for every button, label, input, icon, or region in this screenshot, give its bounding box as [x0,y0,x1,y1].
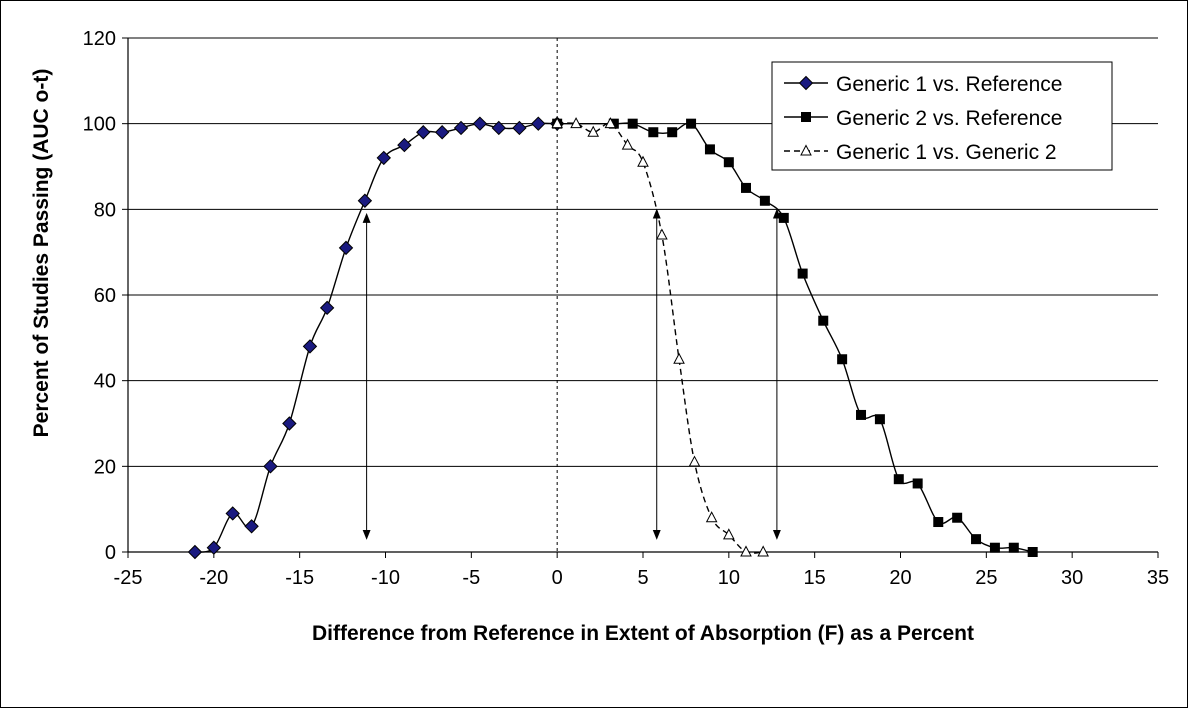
x-tick-label-35: 35 [1147,567,1169,589]
y-tick-label-20: 20 [94,456,116,478]
data-point-generic2-vs-reference-23 [1027,547,1038,557]
data-point-generic1-vs-generic2-9 [705,511,718,523]
x-tick-label-20: 20 [889,567,911,589]
series-line-generic1-vs-generic2 [557,122,764,554]
data-point-generic1-vs-reference-9 [357,193,373,208]
data-point-generic2-vs-reference-22 [1008,542,1019,553]
data-point-generic2-vs-reference-10 [778,212,789,223]
y-tick-label-120: 120 [83,28,116,50]
data-point-generic1-vs-generic2-10 [723,528,735,540]
data-point-generic1-vs-reference-12 [416,125,431,140]
data-point-generic2-vs-reference-12 [818,315,829,326]
data-point-generic1-vs-reference-11 [397,137,412,153]
data-point-generic2-vs-reference-11 [797,268,808,279]
data-point-generic1-vs-reference-15 [472,116,488,131]
data-point-generic1-vs-reference-18 [531,116,546,131]
x-tick-label-5: 5 [637,567,648,589]
data-point-generic2-vs-reference-8 [741,182,751,193]
data-point-generic1-vs-reference-16 [491,120,507,136]
data-point-generic1-vs-generic2-12 [757,545,769,557]
legend-label-generic1-vs-reference: Generic 1 vs. Reference [836,73,1062,96]
y-axis-title: Percent of Studies Passing (AUC o-t) [30,69,53,438]
data-point-generic2-vs-reference-19 [952,512,963,523]
data-point-generic2-vs-reference-18 [933,517,944,528]
y-tick-label-80: 80 [94,199,116,221]
y-tick-label-100: 100 [83,114,116,136]
data-point-generic1-vs-generic2-4 [621,138,634,150]
x-axis-title: Difference from Reference in Extent of A… [312,622,974,645]
x-tick-label-30: 30 [1061,567,1083,589]
x-tick-label-15: 15 [804,567,826,589]
data-point-generic1-vs-generic2-7 [673,352,685,364]
x-tick-label-10: 10 [718,567,740,589]
data-point-generic2-vs-reference-5 [686,118,697,129]
legend-marker-generic2-vs-reference [801,112,811,122]
data-point-generic1-vs-reference-6 [302,339,318,354]
data-point-generic2-vs-reference-17 [912,478,923,489]
data-point-generic1-vs-reference-5 [282,416,297,431]
data-point-generic1-vs-reference-8 [338,240,354,256]
x-tick-label--15: -15 [285,567,314,589]
data-point-generic2-vs-reference-4 [667,127,678,138]
x-tick-label--20: -20 [199,567,228,589]
data-point-generic2-vs-reference-6 [704,144,715,155]
data-point-generic2-vs-reference-14 [856,409,867,420]
legend-marker-generic1-vs-generic2 [800,144,812,156]
x-tick-label--5: -5 [462,567,480,589]
data-point-generic1-vs-reference-2 [225,506,240,521]
y-tick-label-40: 40 [94,371,116,393]
data-point-generic2-vs-reference-13 [837,354,848,365]
legend-box [771,61,1113,171]
data-point-generic2-vs-reference-20 [971,534,982,545]
x-tick-label--25: -25 [114,567,143,589]
data-point-generic1-vs-reference-4 [263,459,278,474]
y-tick-label-0: 0 [105,542,116,564]
data-point-generic1-vs-generic2-3 [604,117,617,129]
legend-label-generic2-vs-reference: Generic 2 vs. Reference [836,107,1062,130]
data-point-generic1-vs-generic2-5 [637,155,649,167]
data-point-generic1-vs-generic2-1 [570,117,582,129]
data-point-generic1-vs-reference-10 [376,150,391,166]
x-tick-label--10: -10 [371,567,400,589]
data-point-generic2-vs-reference-16 [893,474,904,485]
data-point-generic1-vs-generic2-8 [688,455,701,467]
data-point-generic1-vs-generic2-11 [740,545,752,557]
data-point-generic2-vs-reference-21 [989,542,1000,553]
data-point-generic1-vs-generic2-0 [551,117,563,129]
data-point-generic2-vs-reference-15 [874,414,885,425]
data-point-generic1-vs-reference-0 [187,544,203,560]
y-tick-label-60: 60 [94,285,116,307]
data-point-generic2-vs-reference-3 [648,127,659,138]
x-tick-label-25: 25 [975,567,997,589]
legend-marker-generic1-vs-reference [798,75,814,91]
data-point-generic1-vs-reference-7 [319,300,335,316]
data-point-generic1-vs-reference-17 [512,120,527,136]
data-point-generic2-vs-reference-2 [627,118,638,129]
data-point-generic1-vs-generic2-2 [587,125,600,137]
x-tick-label-0: 0 [552,567,563,589]
data-point-generic1-vs-reference-14 [453,120,469,136]
data-point-generic1-vs-reference-3 [244,519,259,534]
data-point-generic2-vs-reference-9 [759,195,770,206]
data-point-generic1-vs-reference-1 [206,540,222,555]
data-point-generic2-vs-reference-7 [723,157,734,168]
data-point-generic1-vs-reference-13 [434,125,450,140]
legend-label-generic1-vs-generic2: Generic 1 vs. Generic 2 [836,141,1057,164]
